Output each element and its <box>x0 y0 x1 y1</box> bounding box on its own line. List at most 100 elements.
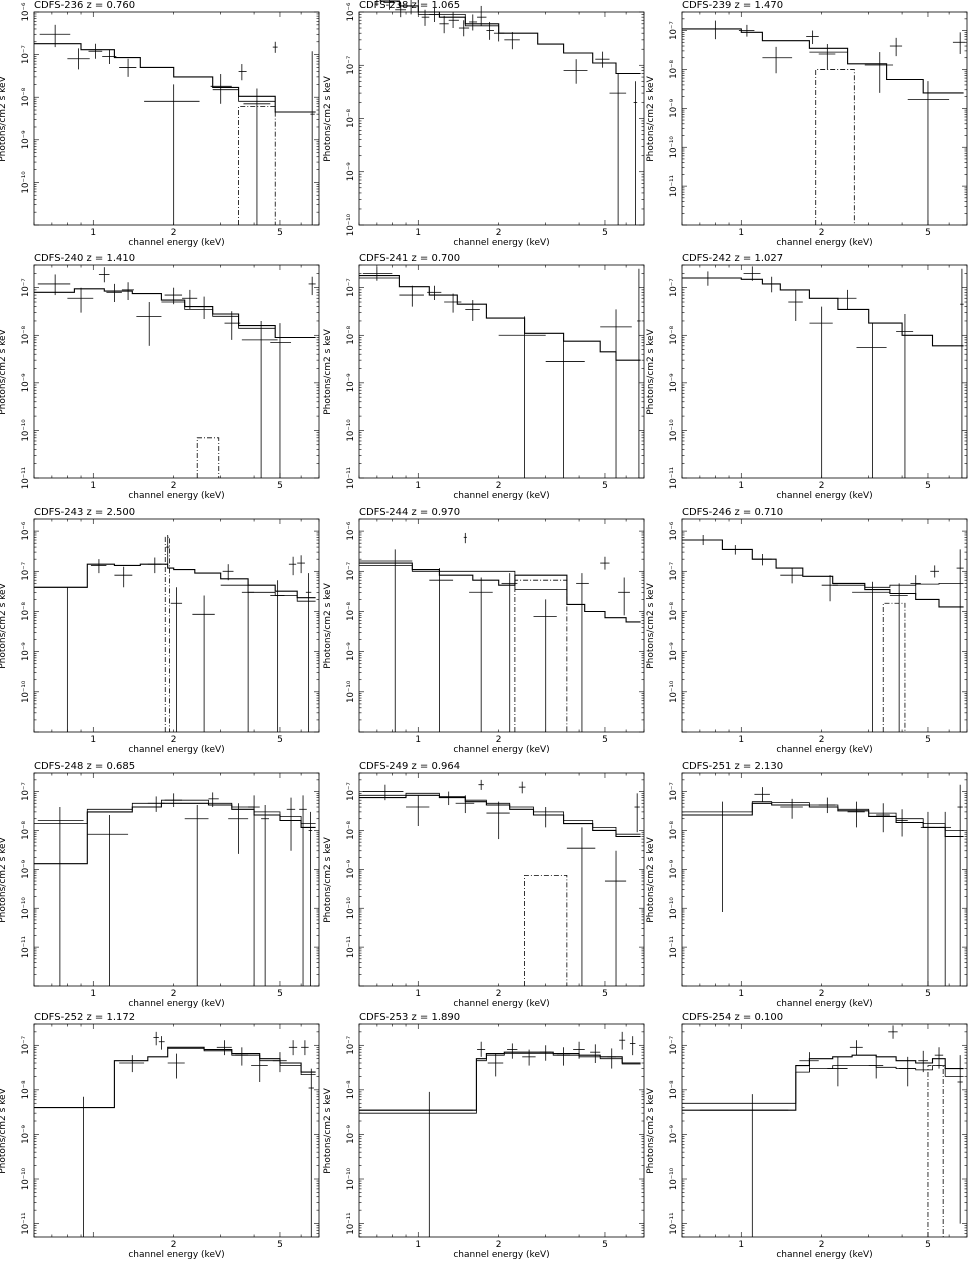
x-tick-label: 2 <box>496 228 502 238</box>
x-tick-label: 2 <box>496 735 502 745</box>
y-tick-label: 10⁻¹⁰ <box>346 213 356 236</box>
x-tick-label: 1 <box>738 228 744 238</box>
data-point <box>308 811 313 986</box>
x-tick-label: 1 <box>415 989 421 999</box>
spectrum-panel: CDFS-254 z = 0.100 1 2 5 10⁻¹¹ 10⁻¹⁰ 10⁻⁹ 10⁻⁸ 1… <box>646 1012 970 1262</box>
y-tick-label: 10⁻¹⁰ <box>669 680 679 703</box>
data-point <box>799 1052 819 1073</box>
y-tick-label: 10⁻⁷ <box>21 45 31 64</box>
data-point <box>119 58 137 77</box>
data-point <box>889 37 903 57</box>
x-tick-label: 2 <box>819 481 825 491</box>
data-point <box>609 73 627 225</box>
plot-frame <box>33 264 320 479</box>
spectrum-plot: 1 2 5 10⁻¹⁰ 10⁻⁹ 10⁻⁸ 10⁻⁷ 10⁻⁶ <box>669 518 968 745</box>
data-point <box>818 797 836 814</box>
data-point <box>907 81 950 225</box>
y-tick-label: 10⁻⁹ <box>21 859 31 878</box>
data-point <box>308 276 316 296</box>
data-point <box>629 1036 636 1056</box>
data-point <box>455 795 475 814</box>
x-tick-label: 1 <box>90 228 96 238</box>
panel-title: CDFS-244 z = 0.970 <box>359 507 461 518</box>
data-point <box>486 801 510 840</box>
x-tick-label: 2 <box>819 989 825 999</box>
y-axis-label: Photons/cm2 s keV <box>646 836 656 923</box>
spectrum-panel: CDFS-253 z = 1.890 1 2 5 10⁻¹¹ 10⁻¹⁰ 10⁻⁹ 10⁻⁸ 1… <box>323 1012 647 1262</box>
spectrum-plot: 2 5 10⁻¹¹ 10⁻¹⁰ 10⁻⁹ 10⁻⁸ 10⁻⁷ <box>21 1023 320 1250</box>
data-point <box>477 1041 486 1057</box>
x-tick-label: 2 <box>171 481 177 491</box>
data-point <box>469 577 493 732</box>
y-tick-label: 10⁻⁸ <box>21 325 31 344</box>
plot-frame <box>681 264 968 479</box>
data-point <box>809 306 833 478</box>
y-tick-label: 10⁻¹¹ <box>346 467 356 489</box>
spectrum-plot: 1 2 5 10⁻¹⁰ 10⁻⁹ 10⁻⁸ 10⁻⁷ 10⁻⁶ <box>21 2 320 238</box>
line-component <box>238 106 276 225</box>
data-point <box>939 811 952 986</box>
data-point <box>600 556 610 570</box>
y-tick-label: 10⁻⁷ <box>669 1035 679 1054</box>
y-tick-label: 10⁻⁹ <box>669 642 679 661</box>
plot-frame <box>358 11 645 226</box>
data-point <box>952 32 966 54</box>
data-point <box>235 1047 249 1066</box>
x-tick-label: 2 <box>819 228 825 238</box>
data-point <box>427 285 442 301</box>
spectrum-plot: 1 2 5 10⁻¹¹ 10⁻¹⁰ 10⁻⁹ 10⁻⁸ 10⁻⁷ <box>669 772 968 999</box>
x-tick-label: 2 <box>496 989 502 999</box>
y-tick-label: 10⁻⁶ <box>669 521 679 540</box>
x-tick-label: 1 <box>415 481 421 491</box>
data-point <box>537 807 554 828</box>
data-point <box>762 46 793 74</box>
spectrum-plot: 1 2 5 10⁻¹⁰ 10⁻⁹ 10⁻⁸ 10⁻⁷ 10⁻⁶ <box>346 0 645 238</box>
data-point <box>956 549 964 732</box>
model-step-line <box>34 802 316 865</box>
data-point <box>637 268 641 478</box>
x-tick-label: 1 <box>415 1240 421 1250</box>
x-tick-label: 2 <box>496 1240 502 1250</box>
y-axis-label: Photons/cm2 s keV <box>646 1087 656 1174</box>
spectrum-plot: 1 2 5 10⁻¹⁰ 10⁻⁹ 10⁻⁸ 10⁻⁷ 10⁻⁶ <box>346 518 645 745</box>
data-point <box>806 30 819 45</box>
y-tick-label: 10⁻⁷ <box>346 278 356 297</box>
data-point <box>501 573 518 732</box>
data-point <box>106 283 122 303</box>
x-axis-label: channel energy (keV) <box>453 745 550 755</box>
data-point <box>362 267 393 281</box>
data-point <box>821 575 838 602</box>
y-tick-label: 10⁻⁹ <box>669 98 679 117</box>
y-tick-label: 10⁻⁹ <box>21 642 31 661</box>
data-point <box>288 1040 298 1056</box>
y-tick-label: 10⁻¹⁰ <box>21 897 31 920</box>
spectrum-panel: CDFS-240 z = 1.410 1 2 5 10⁻¹¹ 10⁻¹⁰ 10⁻⁹ 10⁻⁸ 1… <box>0 253 322 503</box>
y-tick-label: 10⁻⁹ <box>346 642 356 661</box>
data-point <box>147 796 165 812</box>
y-tick-label: 10⁻⁷ <box>346 55 356 74</box>
data-point <box>726 545 744 555</box>
y-tick-label: 10⁻¹⁰ <box>669 897 679 920</box>
x-tick-label: 1 <box>738 1240 744 1250</box>
data-point <box>618 577 630 616</box>
x-tick-label: 5 <box>602 1240 608 1250</box>
spectrum-panel: CDFS-242 z = 1.027 1 2 5 10⁻¹¹ 10⁻¹⁰ 10⁻⁹ 10⁻⁸ 1… <box>646 253 970 503</box>
data-point <box>504 32 520 50</box>
y-axis-label: Photons/cm2 s keV <box>323 836 333 923</box>
data-point <box>685 801 751 912</box>
data-point <box>633 81 638 225</box>
model-alt-step-line <box>34 799 316 824</box>
data-point <box>788 289 803 321</box>
y-tick-label: 10⁻¹¹ <box>21 936 31 958</box>
y-tick-label: 10⁻⁷ <box>346 782 356 801</box>
model-step-line <box>359 562 641 623</box>
data-point <box>934 1047 944 1069</box>
y-tick-label: 10⁻¹¹ <box>669 1213 679 1235</box>
data-point <box>406 795 430 827</box>
y-tick-label: 10⁻¹⁰ <box>669 136 679 159</box>
model-alt-step-line <box>212 89 276 102</box>
model-step-line <box>359 794 641 838</box>
y-tick-label: 10⁻⁸ <box>346 325 356 344</box>
data-point <box>837 289 857 310</box>
model-step-line <box>682 277 964 347</box>
